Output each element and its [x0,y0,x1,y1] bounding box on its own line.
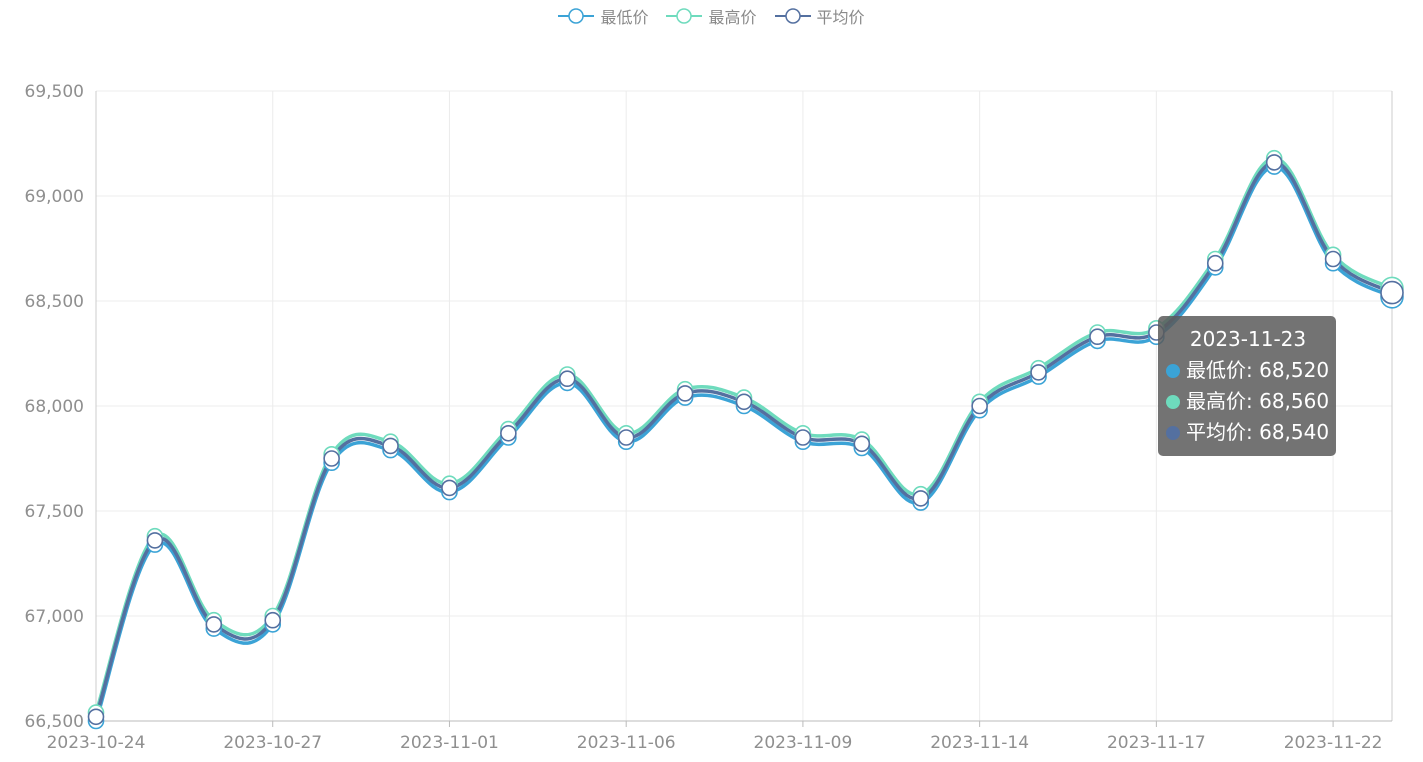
data-point-2[interactable] [558,370,576,388]
data-point-2[interactable] [382,437,399,455]
y-tick-label: 68,500 [25,292,84,312]
y-tick-label: 67,000 [25,607,84,627]
x-tick-label: 2023-11-17 [1107,733,1206,753]
legend-label-avg: 平均价 [816,8,865,27]
legend-marker-avg-icon [774,8,811,24]
y-tick-label: 68,000 [25,397,84,417]
y-tick-label: 69,500 [25,82,84,102]
x-tick-label: 2023-11-01 [400,733,499,753]
y-tick-label: 69,000 [25,187,84,207]
tooltip-row-low: 最低价: 68,520 [1166,355,1330,386]
axes [95,91,1393,727]
tooltip-text-avg: 平均价: 68,540 [1186,420,1330,444]
x-tick-label: 2023-11-09 [754,733,853,753]
legend-marker-low-icon [558,8,595,24]
tooltip-dot-avg-icon [1166,425,1180,440]
data-point-2[interactable] [323,450,340,467]
data-point-2[interactable] [912,490,930,507]
data-point-2[interactable] [1380,280,1404,305]
y-tick-label: 66,500 [25,712,84,732]
tooltip-row-avg: 平均价: 68,540 [1166,417,1330,448]
legend: 最低价 最高价 平均价 [0,4,1423,28]
legend-item-high[interactable]: 最高价 [666,4,757,28]
data-point-2[interactable] [676,385,694,402]
legend-marker-high-icon [666,8,703,24]
data-point-2[interactable] [146,532,164,549]
tooltip: 2023-11-23 最低价: 68,520 最高价: 68,560 平均价: … [1158,316,1336,456]
data-point-2[interactable] [87,708,105,726]
data-point-2[interactable] [794,429,812,446]
legend-label-low: 最低价 [600,8,649,27]
tooltip-text-high: 最高价: 68,560 [1186,389,1330,413]
y-axis-tick-labels: 66,500 67,000 67,500 68,000 68,500 69,000 69,5… [25,82,84,732]
data-point-2[interactable] [264,611,282,629]
data-point-2[interactable] [1030,364,1047,381]
data-point-2[interactable] [205,616,223,633]
series-lines [94,156,1393,722]
data-point-2[interactable] [735,393,753,411]
legend-item-avg[interactable]: 平均价 [774,4,865,28]
tooltip-title: 2023-11-23 [1189,327,1307,351]
x-axis-tick-labels: 2023-10-24 2023-10-27 2023-11-01 2023-11-06… [47,733,1383,753]
data-point-2[interactable] [1324,250,1342,268]
data-point-2[interactable] [853,435,871,453]
data-point-2[interactable] [441,479,458,497]
x-tick-label: 2023-10-27 [223,733,322,753]
data-point-2[interactable] [617,429,635,446]
y-tick-label: 67,500 [25,502,84,522]
x-tick-label: 2023-11-14 [930,733,1029,753]
legend-item-low[interactable]: 最低价 [558,4,648,28]
x-tick-label: 2023-11-22 [1284,733,1383,753]
x-tick-label: 2023-10-24 [47,733,146,753]
data-point-2[interactable] [1265,154,1283,171]
legend-label-high: 最高价 [708,8,757,27]
data-point-2[interactable] [500,424,517,442]
tooltip-dot-high-icon [1166,394,1180,409]
data-point-2[interactable] [1089,328,1106,346]
tooltip-text-low: 最低价: 68,520 [1186,358,1330,382]
series-line-2 [94,160,1393,718]
data-point-2[interactable] [971,397,988,415]
tooltip-dot-low-icon [1166,363,1180,378]
data-point-2[interactable] [1206,254,1224,272]
tooltip-row-high: 最高价: 68,560 [1166,386,1330,417]
x-tick-label: 2023-11-06 [577,733,676,753]
